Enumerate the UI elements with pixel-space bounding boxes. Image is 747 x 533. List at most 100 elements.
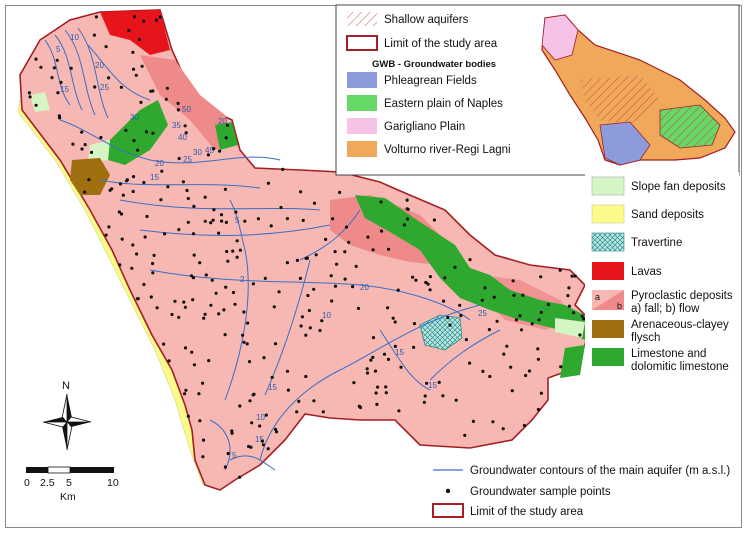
contour-label: 5 — [235, 216, 240, 225]
sample-point — [266, 181, 270, 185]
sample-point — [145, 214, 149, 219]
sample-point — [519, 328, 524, 332]
sample-point — [220, 219, 224, 223]
top-legend-panel: Shallow aquifers Limit of the study area… — [335, 4, 740, 176]
sample-point — [356, 306, 361, 310]
contours-legend-label: Groundwater contours of the main aquifer… — [470, 465, 730, 477]
lavas-swatch — [592, 262, 624, 280]
sample-point — [301, 218, 305, 222]
sample-point — [539, 310, 543, 314]
sample-point — [248, 399, 252, 403]
sample-point — [524, 373, 528, 378]
sample-point — [202, 316, 206, 320]
sample-point — [152, 253, 156, 257]
sample-point — [203, 312, 207, 316]
contour-label: 15 — [150, 173, 159, 182]
sample-point — [459, 313, 463, 318]
travertine-swatch — [591, 232, 625, 252]
sample-point — [177, 228, 181, 232]
sample-point — [285, 261, 289, 265]
phlegrean-swatch — [347, 72, 377, 88]
main-map: 5 10 15 20 25 30 35 40 45 50 15 20 25 30… — [17, 9, 591, 491]
sample-point — [464, 338, 468, 342]
pyro-b-label: b — [617, 301, 622, 311]
sample-point — [164, 97, 168, 101]
sample-point — [34, 57, 38, 61]
sample-point — [558, 268, 562, 272]
sample-point — [428, 275, 432, 279]
sample-point — [314, 253, 318, 257]
limestone-east — [355, 195, 590, 340]
sample-point — [231, 249, 235, 253]
sample-point — [405, 217, 410, 221]
sample-point — [165, 86, 169, 90]
sample-point — [442, 299, 446, 303]
sample-point — [566, 294, 570, 298]
sample-point — [186, 196, 190, 201]
sample-point — [131, 67, 136, 71]
sample-point — [87, 178, 91, 182]
scale-unit: Km — [60, 491, 76, 503]
sample-point — [338, 190, 342, 194]
slope-fan-label: Slope fan deposits — [631, 181, 726, 193]
volturno-swatch — [347, 141, 377, 157]
sample-point — [127, 28, 131, 33]
north-arrow-icon: N — [42, 380, 92, 451]
gwb-label: Volturno river-Regi Lagni — [384, 144, 511, 156]
sample-point — [211, 218, 215, 222]
sample-point — [166, 185, 170, 189]
sample-point — [201, 455, 205, 459]
sample-point — [107, 225, 111, 229]
sample-point — [132, 15, 137, 19]
lavas-label: Lavas — [631, 266, 662, 278]
sample-point — [481, 369, 485, 373]
sample-point — [201, 381, 205, 385]
sample-point — [263, 276, 267, 280]
sample-point — [391, 316, 395, 320]
sample-point — [580, 314, 584, 318]
contour-label: 15 — [395, 348, 404, 357]
sample-point — [136, 148, 140, 152]
sample-point — [159, 198, 163, 202]
sample-point — [572, 311, 576, 315]
sample-point — [468, 258, 472, 262]
sample-point — [491, 420, 495, 424]
sample-point — [495, 319, 499, 323]
sample-point — [281, 167, 285, 171]
contour-label: 15 — [428, 381, 437, 390]
sample-point — [151, 131, 155, 135]
sample-point — [443, 276, 447, 280]
contour-label: 20 — [95, 61, 104, 70]
sample-point-swatch — [445, 488, 451, 494]
sample-point — [324, 237, 328, 241]
sample-point — [241, 333, 245, 337]
sample-point — [373, 369, 378, 373]
sample-point — [135, 252, 139, 256]
sample-point — [119, 85, 123, 89]
sample-point — [446, 316, 450, 320]
limit-legend-label: Limit of the study area — [470, 506, 584, 518]
sample-point — [412, 345, 416, 349]
sample-point — [160, 169, 164, 173]
sample-point — [52, 66, 57, 70]
sample-point — [570, 274, 574, 278]
sample-point — [80, 147, 84, 151]
sample-point — [371, 248, 375, 252]
sample-point — [333, 250, 337, 254]
sample-point — [333, 284, 338, 288]
limestone-swatch — [592, 348, 624, 366]
sample-point — [258, 424, 262, 428]
sample-point — [399, 365, 403, 369]
contour-label: 15 — [268, 383, 277, 392]
flysch-swatch — [592, 320, 624, 338]
sample-point — [243, 219, 247, 223]
sample-point — [270, 375, 274, 379]
sample-point — [354, 264, 358, 268]
sample-point — [304, 333, 308, 337]
sample-point — [120, 237, 124, 241]
contour-labels: 5 10 15 20 25 30 35 40 45 50 15 20 25 30… — [56, 33, 487, 460]
sample-point — [93, 85, 97, 89]
sample-point — [297, 399, 301, 403]
sample-point — [217, 231, 221, 235]
sample-point — [191, 298, 195, 302]
